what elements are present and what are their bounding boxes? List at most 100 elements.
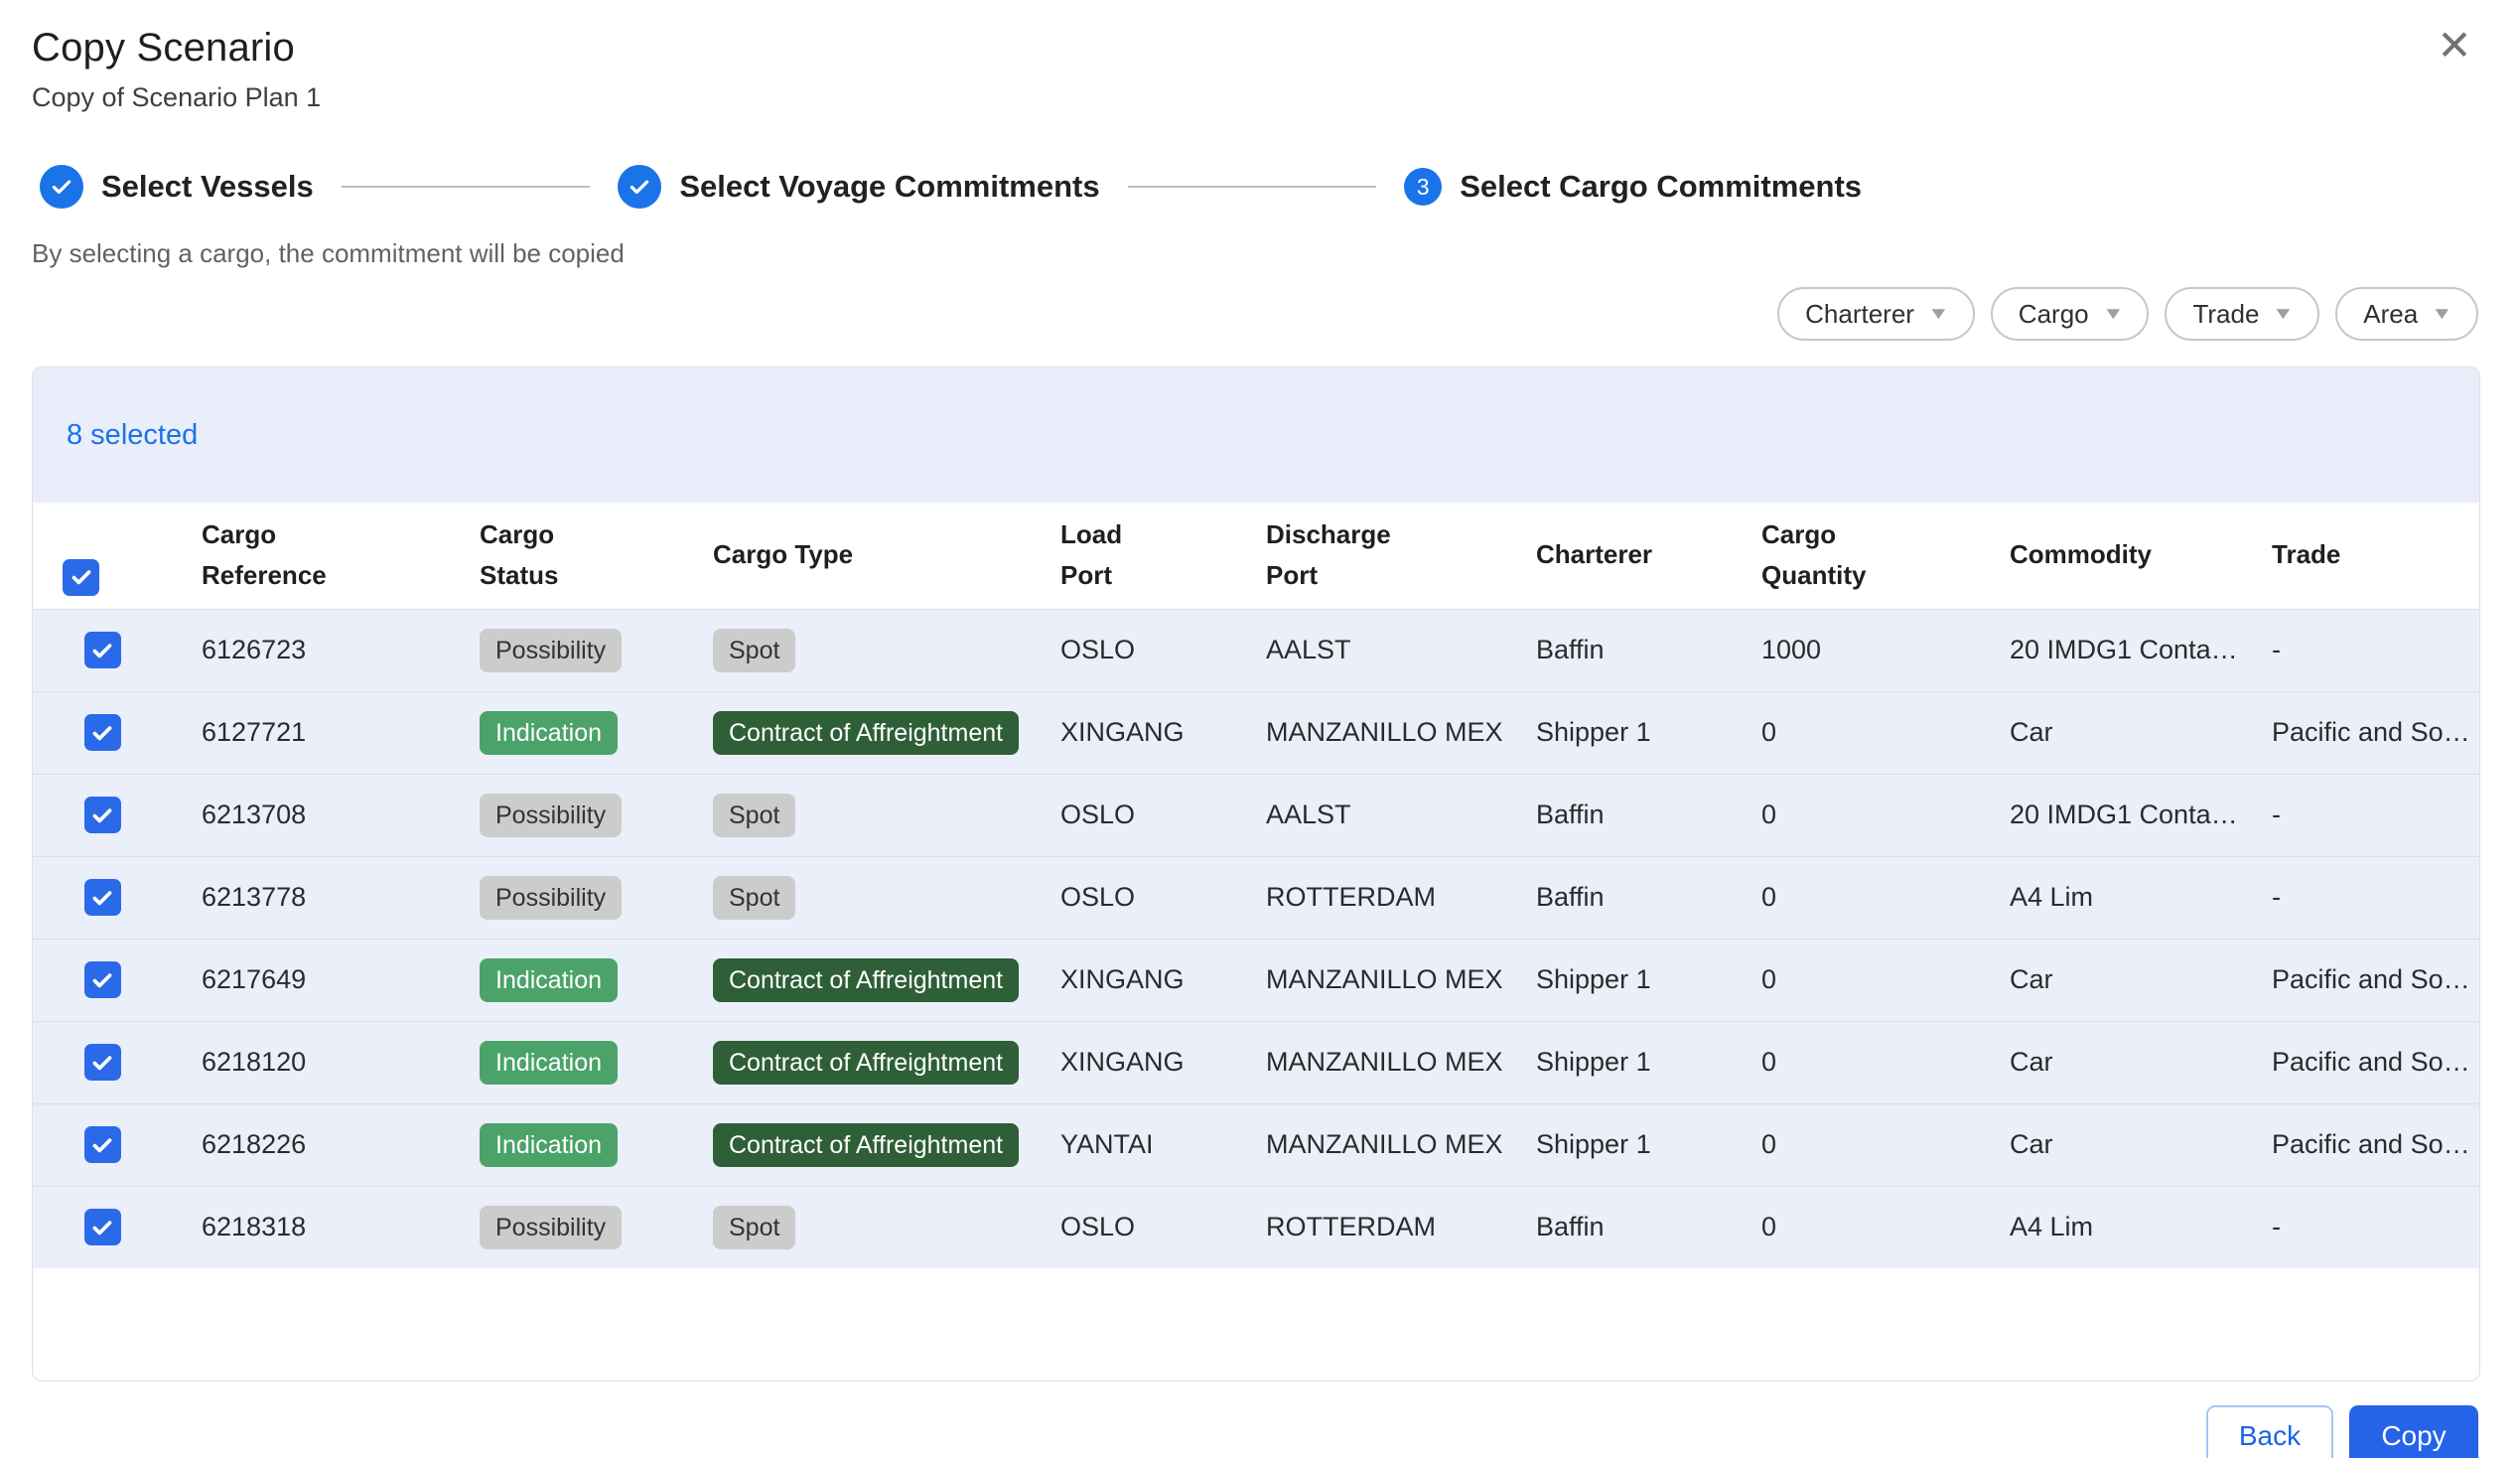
cell-trade: Pacific and So… bbox=[2242, 1020, 2479, 1103]
selection-toolbar: 8 selected bbox=[33, 367, 2479, 503]
cargo-type-badge: Spot bbox=[713, 628, 796, 672]
step-number: 3 bbox=[1416, 173, 1430, 200]
cargo-type-badge: Spot bbox=[713, 875, 796, 920]
table-row[interactable]: 6217649 Indication Contract of Affreight… bbox=[33, 938, 2479, 1021]
cell-discharge-port: MANZANILLO MEX bbox=[1236, 938, 1506, 1021]
table-header-row: Cargo Reference Cargo Status Cargo Type … bbox=[33, 503, 2479, 610]
cell-cargo-type: Contract of Affreightment bbox=[683, 690, 1031, 774]
filter-chip-label: Area bbox=[2363, 298, 2419, 329]
row-checkbox[interactable] bbox=[83, 879, 121, 916]
cell-load-port: YANTAI bbox=[1031, 1102, 1236, 1186]
close-icon: ✕ bbox=[2437, 22, 2472, 69]
back-button[interactable]: Back bbox=[2206, 1405, 2333, 1458]
step-complete-check-icon bbox=[618, 165, 662, 209]
row-checkbox[interactable] bbox=[83, 632, 121, 668]
cell-cargo-quantity: 0 bbox=[1732, 1102, 1980, 1186]
cell-charterer: Shipper 1 bbox=[1506, 938, 1732, 1021]
status-badge: Indication bbox=[480, 710, 619, 755]
row-checkbox[interactable] bbox=[83, 714, 121, 751]
row-checkbox[interactable] bbox=[83, 1209, 121, 1246]
step-select-cargo-commitments[interactable]: 3 Select Cargo Commitments bbox=[1404, 168, 1862, 206]
row-checkbox[interactable] bbox=[83, 1126, 121, 1163]
cell-cargo-quantity: 0 bbox=[1732, 773, 1980, 856]
filter-chip-cargo[interactable]: Cargo ▼ bbox=[1990, 287, 2150, 341]
cell-cargo-reference: 6213778 bbox=[172, 855, 450, 939]
table-row[interactable]: 6213778 Possibility Spot OSLO ROTTERDAM … bbox=[33, 855, 2479, 939]
table-row[interactable]: 6126723 Possibility Spot OSLO AALST Baff… bbox=[33, 609, 2479, 691]
chevron-down-icon: ▼ bbox=[2272, 304, 2296, 323]
header-discharge-port: Discharge Port bbox=[1236, 503, 1506, 610]
cell-cargo-reference: 6126723 bbox=[202, 635, 307, 664]
header-cargo-status: Cargo Status bbox=[450, 503, 683, 610]
cell-cargo-reference: 6127721 bbox=[172, 690, 450, 774]
table-row[interactable]: 6218226 Indication Contract of Affreight… bbox=[33, 1102, 2479, 1186]
select-all-checkbox[interactable] bbox=[63, 558, 99, 596]
cell-discharge-port: ROTTERDAM bbox=[1236, 855, 1506, 939]
step-select-vessels[interactable]: Select Vessels bbox=[40, 165, 314, 209]
cargo-type-badge: Contract of Affreightment bbox=[713, 710, 1020, 755]
stepper-hint: By selecting a cargo, the commitment wil… bbox=[32, 238, 625, 268]
filter-chip-area[interactable]: Area ▼ bbox=[2335, 287, 2478, 341]
cargo-commitments-panel: 8 selected Cargo Reference Cargo Status … bbox=[32, 366, 2480, 1382]
step-label: Select Vessels bbox=[101, 169, 314, 204]
stepper-connector bbox=[1127, 186, 1377, 188]
cell-cargo-status: Indication bbox=[450, 938, 683, 1021]
table-row[interactable]: 6213708 Possibility Spot OSLO AALST Baff… bbox=[33, 773, 2479, 856]
copy-button[interactable]: Copy bbox=[2349, 1405, 2478, 1458]
status-badge: Indication bbox=[480, 957, 619, 1002]
cell-commodity: 20 IMDG1 Conta… bbox=[1980, 773, 2242, 856]
cell-charterer: Baffin bbox=[1506, 773, 1732, 856]
cell-cargo-type: Contract of Affreightment bbox=[683, 938, 1031, 1021]
close-button[interactable]: ✕ bbox=[2427, 18, 2482, 73]
header-cargo-type: Cargo Type bbox=[683, 503, 1031, 610]
header-charterer: Charterer bbox=[1506, 503, 1732, 610]
row-checkbox[interactable] bbox=[83, 797, 121, 833]
table-row[interactable]: 6127721 Indication Contract of Affreight… bbox=[33, 690, 2479, 774]
status-badge: Possibility bbox=[480, 793, 623, 837]
cell-trade: Pacific and So… bbox=[2242, 1102, 2479, 1186]
cell-cargo-status: Indication bbox=[450, 1102, 683, 1186]
page-title: Copy Scenario bbox=[32, 26, 295, 70]
stepper: Select Vessels Select Voyage Commitments… bbox=[40, 165, 1862, 209]
cell-cargo-type: Spot bbox=[683, 1185, 1031, 1268]
cargo-type-badge: Contract of Affreightment bbox=[713, 1122, 1020, 1167]
cell-commodity: Car bbox=[1980, 1102, 2242, 1186]
cargo-type-badge: Contract of Affreightment bbox=[713, 1040, 1020, 1085]
selected-count: 8 selected bbox=[67, 418, 199, 451]
cell-cargo-quantity: 0 bbox=[1732, 1185, 1980, 1268]
table-row[interactable]: 6218120 Indication Contract of Affreight… bbox=[33, 1020, 2479, 1103]
cell-trade: - bbox=[2272, 635, 2281, 664]
table-row[interactable]: 6218318 Possibility Spot OSLO ROTTERDAM … bbox=[33, 1185, 2479, 1268]
cell-discharge-port: ROTTERDAM bbox=[1236, 1185, 1506, 1268]
cell-commodity: A4 Lim bbox=[1980, 1185, 2242, 1268]
cell-trade: - bbox=[2242, 773, 2479, 856]
cell-cargo-type: Contract of Affreightment bbox=[683, 1102, 1031, 1186]
cell-cargo-quantity: 0 bbox=[1732, 855, 1980, 939]
cell-cargo-status: Possibility bbox=[450, 773, 683, 856]
cell-cargo-type: Spot bbox=[683, 855, 1031, 939]
cell-cargo-status: Possibility bbox=[450, 1185, 683, 1268]
cell-charterer: Baffin bbox=[1536, 635, 1605, 664]
step-label: Select Voyage Commitments bbox=[679, 169, 1100, 204]
cell-cargo-type: Contract of Affreightment bbox=[683, 1020, 1031, 1103]
filter-chip-trade[interactable]: Trade ▼ bbox=[2165, 287, 2320, 341]
status-badge: Indication bbox=[480, 1122, 619, 1167]
cargo-type-badge: Spot bbox=[713, 793, 796, 837]
status-badge: Possibility bbox=[480, 1205, 623, 1249]
cell-commodity: 20 IMDG1 Conta… bbox=[2010, 635, 2238, 664]
row-checkbox[interactable] bbox=[83, 1044, 121, 1081]
cell-charterer: Shipper 1 bbox=[1506, 1020, 1732, 1103]
cell-commodity: A4 Lim bbox=[1980, 855, 2242, 939]
filter-chip-charterer[interactable]: Charterer ▼ bbox=[1777, 287, 1975, 341]
cell-charterer: Shipper 1 bbox=[1506, 690, 1732, 774]
cell-discharge-port: AALST bbox=[1236, 773, 1506, 856]
row-checkbox[interactable] bbox=[83, 961, 121, 998]
cell-cargo-quantity: 0 bbox=[1732, 690, 1980, 774]
cell-load-port: XINGANG bbox=[1031, 690, 1236, 774]
footer-actions: Back Copy bbox=[0, 1405, 2478, 1458]
step-select-voyage-commitments[interactable]: Select Voyage Commitments bbox=[618, 165, 1100, 209]
cell-cargo-reference: 6218120 bbox=[172, 1020, 450, 1103]
table-body: 6126723 Possibility Spot OSLO AALST Baff… bbox=[33, 609, 2479, 1268]
cell-trade: Pacific and So… bbox=[2242, 938, 2479, 1021]
cell-cargo-type: Spot bbox=[683, 773, 1031, 856]
